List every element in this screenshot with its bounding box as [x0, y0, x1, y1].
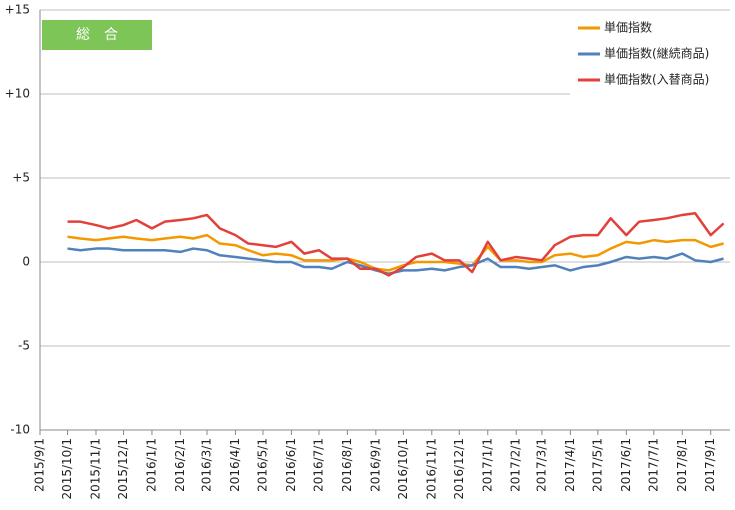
x-tick-label: 2016/3/1	[199, 438, 213, 492]
x-tick-label: 2016/4/1	[228, 438, 242, 492]
y-tick-label: +5	[12, 171, 30, 185]
x-tick-label: 2016/1/1	[144, 438, 158, 492]
y-tick-label: +10	[5, 87, 30, 101]
x-tick-label: 2017/4/1	[563, 438, 577, 492]
x-tick-label: 2016/9/1	[368, 438, 382, 492]
x-tick-label: 2017/2/1	[509, 438, 523, 492]
y-tick-label: +15	[5, 3, 30, 17]
x-tick-label: 2016/8/1	[340, 438, 354, 492]
x-tick-label: 2015/10/1	[60, 438, 74, 500]
series-line	[67, 233, 724, 272]
legend-label: 単価指数(継続商品)	[604, 46, 709, 61]
series-line	[67, 212, 725, 277]
x-tick-label: 2016/10/1	[396, 438, 410, 500]
x-tick-label: 2016/11/1	[424, 438, 438, 500]
x-tick-label: 2016/12/1	[452, 438, 466, 500]
x-tick-label: 2017/9/1	[703, 438, 717, 492]
x-tick-label: 2016/5/1	[255, 438, 269, 492]
x-tick-label: 2017/7/1	[646, 438, 660, 492]
x-tick-label: 2015/9/1	[33, 438, 47, 492]
x-tick-label: 2017/3/1	[534, 438, 548, 492]
x-tick-label: 2017/8/1	[675, 438, 689, 492]
x-tick-label: 2016/7/1	[311, 438, 325, 492]
x-tick-label: 2016/2/1	[173, 438, 187, 492]
x-tick-label: 2017/5/1	[590, 438, 604, 492]
legend-label: 単価指数(入替商品)	[604, 72, 709, 87]
chart-title: 総 合	[76, 27, 118, 43]
y-tick-label: 0	[22, 255, 30, 269]
x-tick-label: 2015/11/1	[88, 438, 102, 500]
x-tick-label: 2017/6/1	[619, 438, 633, 492]
legend-label: 単価指数	[604, 20, 652, 35]
y-tick-label: -5	[18, 339, 30, 353]
y-tick-label: -10	[10, 423, 30, 437]
x-tick-label: 2016/6/1	[284, 438, 298, 492]
series-line	[67, 247, 724, 276]
x-tick-label: 2017/1/1	[480, 438, 494, 492]
x-tick-label: 2015/12/1	[116, 438, 130, 500]
title-box	[42, 20, 152, 50]
